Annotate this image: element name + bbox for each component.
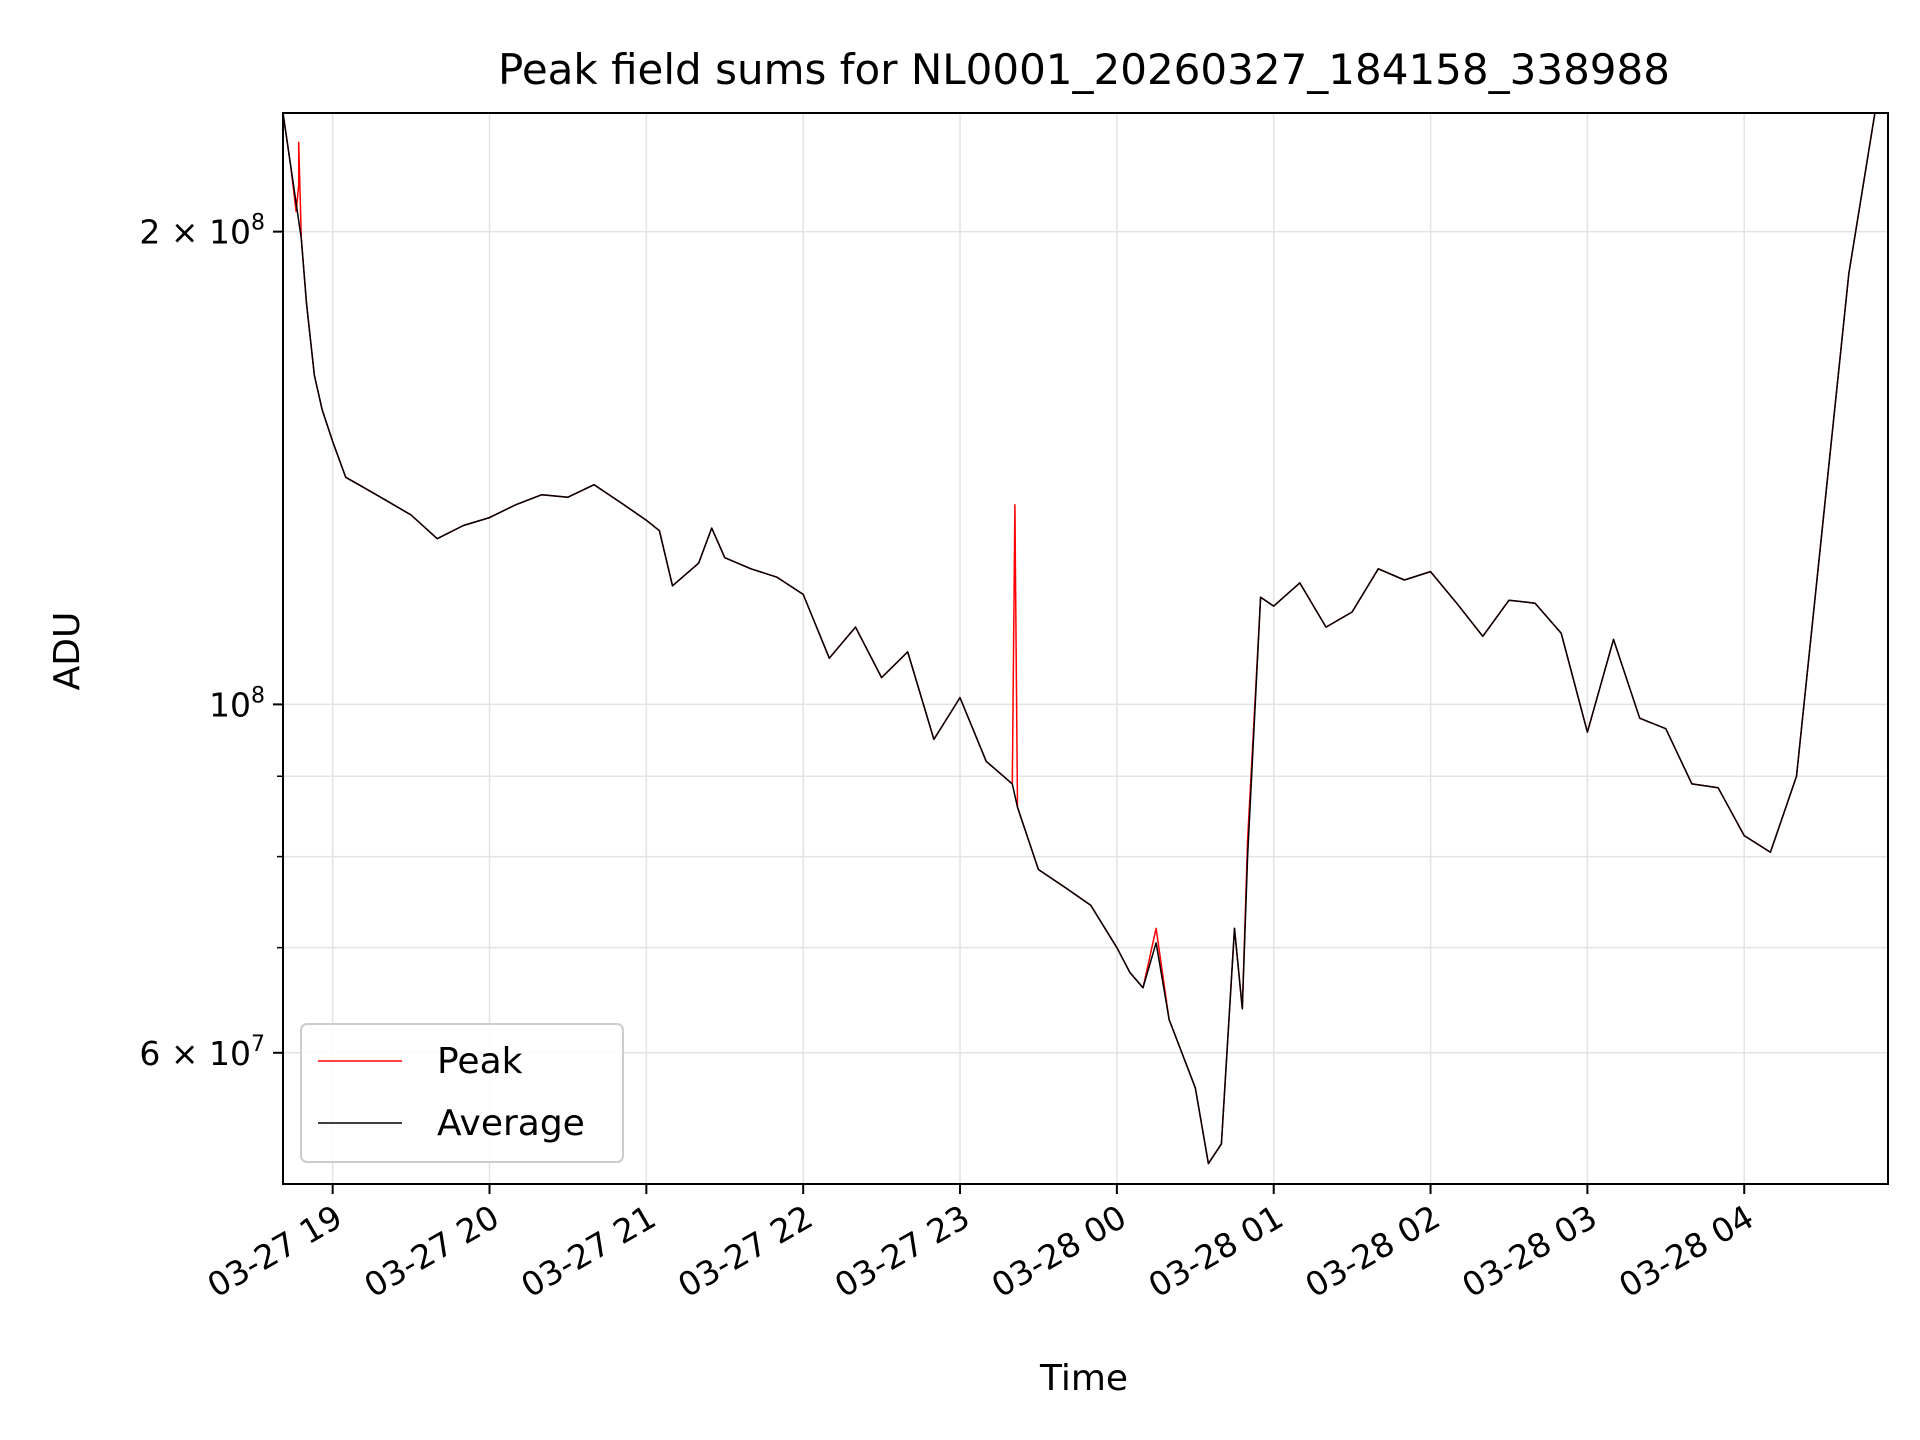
plot-frame [282, 112, 1889, 1185]
chart-title: Peak field sums for NL0001_20260327_1841… [498, 45, 1670, 94]
y-tick-label: 6 × 107 [139, 1032, 265, 1073]
y-axis: 2 × 108 108 6 × 107 [139, 211, 283, 1073]
legend-box [300, 1023, 624, 1163]
legend-label-peak: Peak [437, 1041, 523, 1082]
grid-lines [283, 113, 1888, 1184]
series-line-average [282, 112, 1888, 1165]
legend: Peak Average [300, 1023, 624, 1163]
y-tick-label: 2 × 108 [139, 211, 265, 252]
x-axis-label: Time [1039, 1358, 1128, 1399]
series-layer [282, 112, 1888, 1165]
y-axis-label: ADU [47, 612, 88, 691]
y-tick-label: 108 [209, 683, 265, 724]
legend-label-average: Average [437, 1103, 585, 1144]
